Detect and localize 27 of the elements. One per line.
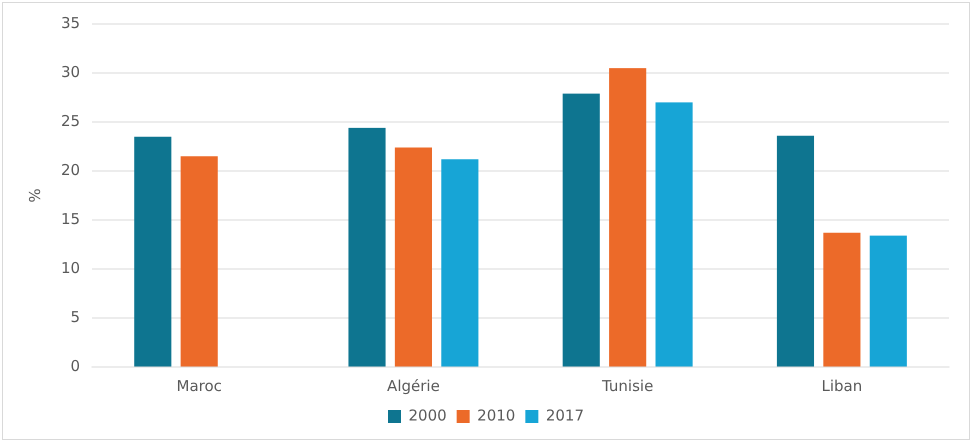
legend-label: 2010 [477,406,516,424]
bar [562,94,600,366]
y-tick-label: 20 [60,160,80,179]
bar [394,147,432,366]
y-tick-label: 35 [60,14,80,32]
y-axis-title: % [26,188,44,203]
y-tick-label: 30 [60,62,80,81]
bar [870,236,907,366]
y-tick-label: 0 [70,356,80,375]
x-tick-label: Algérie [387,376,440,395]
bar [180,156,218,366]
bar [776,136,814,366]
y-tick-label: 25 [60,112,80,130]
bar [348,128,386,366]
y-tick-label: 5 [70,308,80,326]
x-tick-label: Liban [822,376,862,395]
legend-label: 2000 [408,406,447,424]
y-tick-label: 15 [60,210,80,228]
x-tick-label: Maroc [176,376,222,395]
bar [441,159,478,366]
bar [823,232,860,366]
x-tick-label: Tunisie [601,376,654,395]
bar [656,102,693,366]
legend-label: 2017 [546,406,584,424]
bar [134,136,172,366]
bar [609,68,646,366]
y-tick-label: 10 [60,258,80,277]
